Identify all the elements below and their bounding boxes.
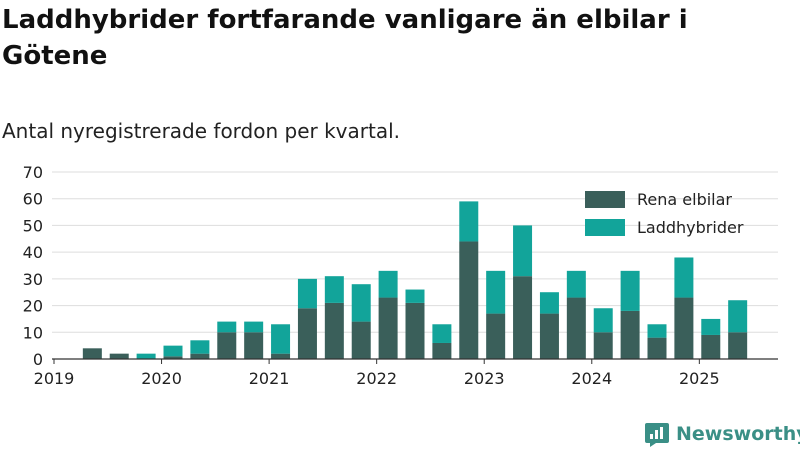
bar-rena-elbilar (244, 332, 264, 359)
bar-laddhybrider (674, 257, 694, 298)
bar-rena-elbilar (432, 342, 452, 359)
bar-rena-elbilar (405, 302, 425, 359)
legend-label: Rena elbilar (637, 190, 732, 209)
bar-rena-elbilar (513, 276, 533, 359)
legend-label: Laddhybrider (637, 218, 744, 237)
bar-rena-elbilar (647, 337, 667, 359)
x-tick-label: 2019 (34, 369, 75, 388)
bar-rena-elbilar (217, 332, 237, 359)
bar-laddhybrider (378, 270, 398, 298)
bar-laddhybrider (324, 276, 344, 303)
y-tick-label: 20 (23, 297, 43, 316)
bar-laddhybrider (539, 292, 559, 314)
bar-laddhybrider (432, 324, 452, 343)
bar-laddhybrider (701, 318, 721, 335)
bar-laddhybrider (217, 321, 237, 333)
bar-rena-elbilar (620, 310, 640, 359)
bar-rena-elbilar (593, 332, 613, 359)
y-tick-label: 40 (23, 243, 43, 262)
y-tick-label: 50 (23, 216, 43, 235)
x-tick-label: 2024 (571, 369, 612, 388)
bar-laddhybrider (566, 270, 586, 298)
bar-rena-elbilar (701, 334, 721, 359)
bar-laddhybrider (297, 278, 317, 309)
bar-laddhybrider (244, 321, 264, 333)
bar-laddhybrider (351, 284, 371, 322)
y-tick-label: 0 (33, 350, 43, 369)
newsworthy-logo-text: Newsworthy (676, 423, 800, 445)
x-tick-label: 2023 (464, 369, 505, 388)
bar-rena-elbilar (190, 353, 210, 359)
bar-laddhybrider (513, 225, 533, 277)
bar-rena-elbilar (539, 313, 559, 359)
bar-rena-elbilar (271, 353, 291, 359)
x-tick-label: 2020 (141, 369, 182, 388)
bar-laddhybrider (620, 270, 640, 311)
bar-rena-elbilar (297, 308, 317, 359)
legend-swatch (585, 219, 625, 236)
bar-rena-elbilar (728, 332, 748, 359)
bar-laddhybrider (190, 340, 210, 354)
chart-title: Laddhybrider fortfarande vanligare än el… (2, 5, 688, 71)
bar-laddhybrider (459, 201, 479, 242)
bar-rena-elbilar (486, 313, 506, 359)
bar-laddhybrider (593, 308, 613, 333)
stacked-bar-chart: 0 10 20 30 40 50 60 70 2019 2020 2021 2022 2023 2024 2… (23, 163, 778, 388)
bar-rena-elbilar (351, 321, 371, 359)
y-tick-label: 60 (23, 190, 43, 209)
bar-rena-elbilar (163, 356, 183, 359)
newsworthy-logo-icon (645, 423, 669, 447)
bar-laddhybrider (647, 324, 667, 338)
bar-rena-elbilar (324, 302, 344, 359)
x-tick-label: 2025 (679, 369, 720, 388)
y-tick-label: 30 (23, 270, 43, 289)
bar-laddhybrider (486, 270, 506, 314)
bar-laddhybrider (136, 353, 156, 359)
bar-rena-elbilar (459, 241, 479, 359)
bar-rena-elbilar (378, 297, 398, 359)
bar-rena-elbilar (674, 297, 694, 359)
bar-rena-elbilar (82, 348, 102, 359)
legend-swatch (585, 191, 625, 208)
x-tick-label: 2022 (356, 369, 397, 388)
bar-laddhybrider (405, 289, 425, 303)
chart-subtitle: Antal nyregistrerade fordon per kvartal. (2, 119, 401, 143)
bar-laddhybrider (728, 300, 748, 333)
bar-rena-elbilar (566, 297, 586, 359)
x-tick-label: 2021 (249, 369, 290, 388)
bar-laddhybrider (163, 345, 183, 357)
bar-laddhybrider (271, 324, 291, 354)
y-tick-label: 70 (23, 163, 43, 182)
newsworthy-logo: Newsworthy (644, 420, 800, 448)
bar-rena-elbilar (109, 353, 129, 359)
y-tick-label: 10 (23, 323, 43, 342)
